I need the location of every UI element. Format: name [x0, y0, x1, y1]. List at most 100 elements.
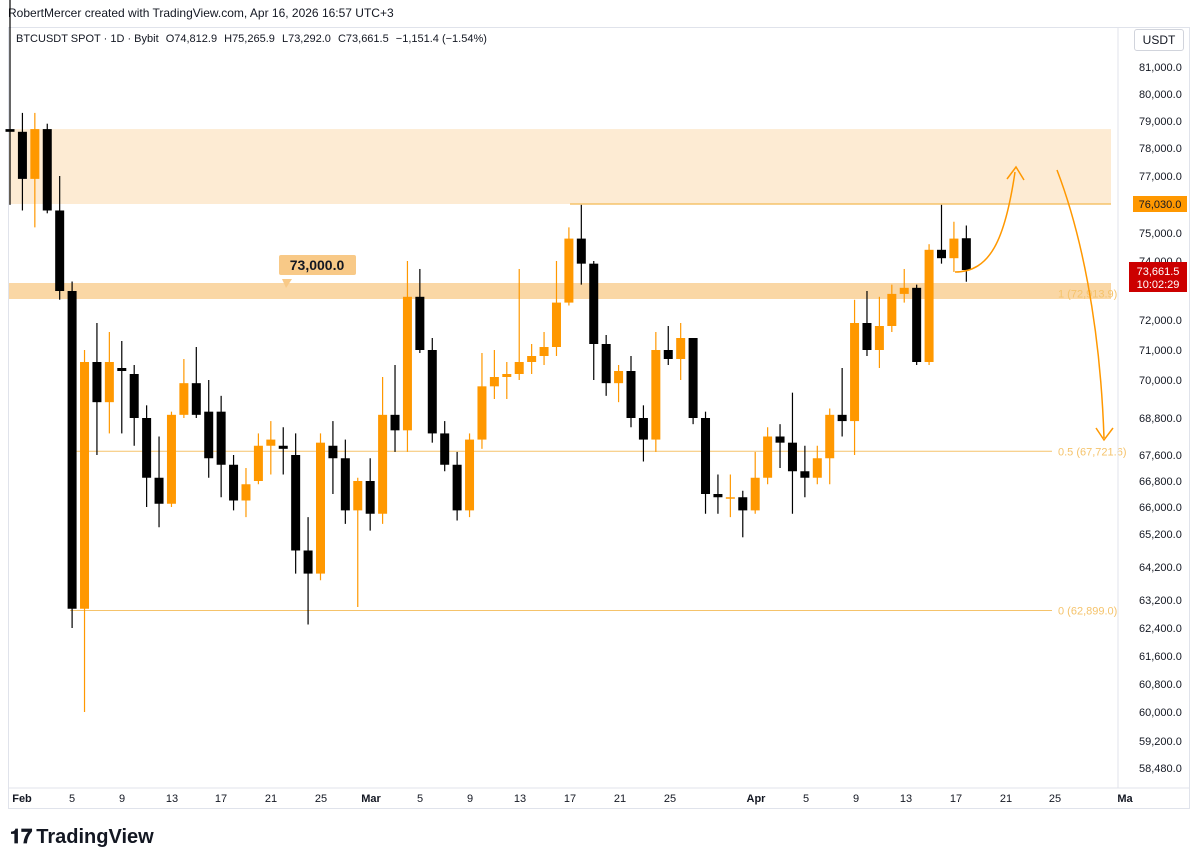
- candle: [241, 468, 251, 518]
- ohlc-high: H75,265.9: [224, 33, 275, 45]
- candle-body: [676, 338, 686, 359]
- resistance-zone: [9, 129, 1111, 204]
- price-scale-currency-button[interactable]: USDT: [1134, 29, 1184, 51]
- candle-body: [663, 350, 673, 359]
- candle: [576, 204, 586, 285]
- candle-body: [614, 371, 624, 384]
- candle: [787, 392, 797, 514]
- candle-body: [179, 383, 189, 415]
- candle-body: [427, 350, 437, 434]
- candle: [663, 326, 673, 365]
- candle: [924, 244, 934, 365]
- time-tick-label: 13: [166, 793, 178, 805]
- candle: [142, 405, 152, 507]
- symbol-name[interactable]: BTCUSDT SPOT · 1D · Bybit: [16, 33, 159, 45]
- candle-body: [713, 494, 723, 498]
- candle-body: [452, 464, 462, 511]
- candle: [117, 341, 127, 434]
- candle-body: [204, 411, 214, 459]
- candle: [204, 380, 214, 478]
- candle-body: [253, 445, 263, 481]
- time-tick-label: Feb: [12, 793, 32, 805]
- candle-body: [862, 323, 872, 350]
- candle: [216, 395, 226, 498]
- candle: [912, 284, 922, 365]
- candle-body: [477, 386, 487, 440]
- candle: [763, 427, 773, 485]
- candle: [104, 332, 114, 434]
- current-price-text: 73,661.5: [1137, 266, 1180, 278]
- candle-body: [241, 484, 251, 501]
- candle-body: [30, 129, 40, 179]
- time-tick-label: 21: [614, 793, 626, 805]
- candle-body: [216, 411, 226, 465]
- support-band: [9, 283, 1111, 299]
- candle: [651, 332, 661, 452]
- candle-body: [874, 326, 884, 350]
- candle-body: [154, 477, 164, 504]
- time-tick-label: 21: [1000, 793, 1012, 805]
- level-tag: [279, 255, 356, 275]
- candle: [55, 176, 65, 300]
- candle-body: [937, 249, 946, 259]
- time-tick-label: 9: [119, 793, 125, 805]
- candle-body: [601, 344, 611, 384]
- candle-body: [738, 497, 748, 511]
- candle: [92, 323, 102, 455]
- candle-body: [961, 238, 971, 270]
- candle-body: [887, 293, 897, 326]
- price-tick-label: 59,200.0: [1139, 736, 1182, 748]
- candle-body: [191, 383, 201, 415]
- price-tick-label: 77,000.0: [1139, 171, 1182, 183]
- candle-body: [651, 350, 661, 440]
- time-tick-label: 13: [900, 793, 912, 805]
- candle-body: [166, 414, 176, 504]
- ohlc-change: −1,151.4 (−1.54%): [395, 33, 487, 45]
- candle: [328, 421, 338, 494]
- candle-body: [142, 418, 152, 478]
- time-tick-label: 17: [950, 793, 962, 805]
- candle-body: [42, 129, 52, 211]
- candle-body: [229, 464, 239, 501]
- time-tick-label: 5: [803, 793, 809, 805]
- candle: [440, 421, 450, 472]
- candle: [961, 225, 971, 282]
- candle: [564, 227, 574, 306]
- price-tick-label: 72,000.0: [1139, 315, 1182, 327]
- time-tick-label: 17: [564, 793, 576, 805]
- candle-body: [17, 131, 27, 179]
- candle-body: [763, 436, 773, 478]
- candle-body: [5, 129, 15, 132]
- candle: [154, 436, 164, 528]
- candle-body: [551, 302, 561, 347]
- candle: [465, 433, 475, 518]
- candle-body: [465, 439, 475, 511]
- candle: [812, 445, 822, 485]
- candle-body: [564, 238, 574, 303]
- candle: [80, 350, 90, 712]
- candle: [191, 347, 201, 418]
- candle: [340, 439, 350, 524]
- candle: [17, 112, 27, 211]
- candle: [353, 477, 363, 607]
- time-tick-label: 17: [215, 793, 227, 805]
- candle-body: [775, 436, 785, 443]
- price-tick-label: 65,200.0: [1139, 529, 1182, 541]
- candle-body: [638, 418, 648, 440]
- candle: [800, 445, 810, 498]
- candle: [551, 261, 561, 356]
- candle-body: [626, 371, 636, 418]
- candle: [477, 353, 487, 449]
- candle: [266, 421, 276, 475]
- candle-body: [129, 374, 139, 418]
- candle-body: [55, 210, 65, 291]
- candle: [278, 427, 288, 475]
- price-tick-label: 64,200.0: [1139, 562, 1182, 574]
- candle: [688, 338, 698, 425]
- price-tick-label: 70,000.0: [1139, 375, 1182, 387]
- time-tick-label: 25: [664, 793, 676, 805]
- candle: [390, 365, 400, 452]
- candle-body: [415, 296, 425, 350]
- candle-body: [688, 338, 698, 418]
